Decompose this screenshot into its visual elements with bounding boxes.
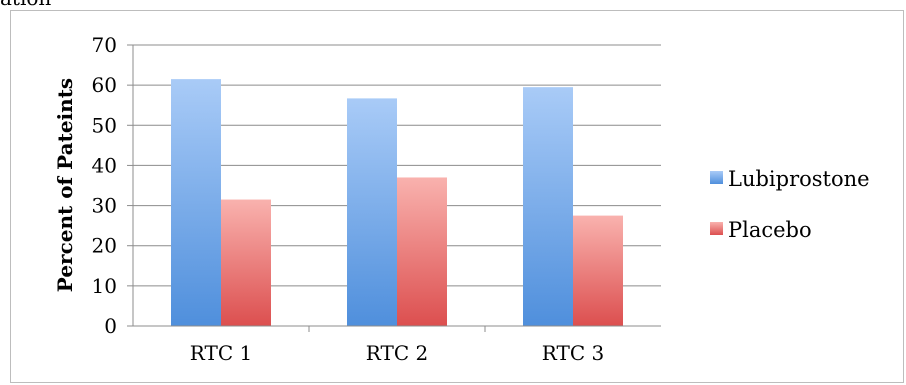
chart-area-border [10, 10, 904, 383]
legend: Lubiprostone Placebo [710, 167, 870, 242]
y-tick-label-40: 40 [92, 153, 117, 177]
y-tick-label-70: 70 [92, 33, 117, 57]
x-tick-label-rtc-2: RTC 2 [366, 341, 428, 365]
legend-label-placebo: Placebo [728, 218, 812, 242]
x-tick-label-rtc-3: RTC 3 [542, 341, 604, 365]
axes [132, 45, 661, 332]
bar-placebo-rtc-2 [397, 177, 447, 326]
legend-swatch-lubiprostone [710, 171, 723, 184]
x-tick-labels: RTC 1 RTC 2 RTC 3 [190, 341, 604, 365]
y-tick-label-20: 20 [92, 234, 117, 258]
legend-swatch-placebo [710, 222, 723, 235]
bar-lubiprostone-rtc-3 [523, 87, 573, 327]
x-tick-label-rtc-1: RTC 1 [190, 341, 252, 365]
y-tick-label-0: 0 [104, 314, 117, 338]
bar-lubiprostone-rtc-1 [171, 79, 221, 326]
chart-title-cut: ation [0, 0, 51, 10]
bar-placebo-rtc-1 [221, 199, 271, 326]
bar-placebo-rtc-3 [573, 215, 623, 326]
bar-lubiprostone-rtc-2 [347, 98, 397, 326]
y-tick-labels: 0 10 20 30 40 50 60 70 [92, 33, 117, 338]
y-tick-label-10: 10 [92, 274, 117, 298]
y-axis-label: Percent of Pateints [53, 78, 77, 292]
y-tick-label-60: 60 [92, 73, 117, 97]
legend-label-lubiprostone: Lubiprostone [728, 167, 870, 191]
y-tick-label-50: 50 [92, 113, 117, 137]
y-tick-label-30: 30 [92, 194, 117, 218]
bars [171, 79, 623, 327]
